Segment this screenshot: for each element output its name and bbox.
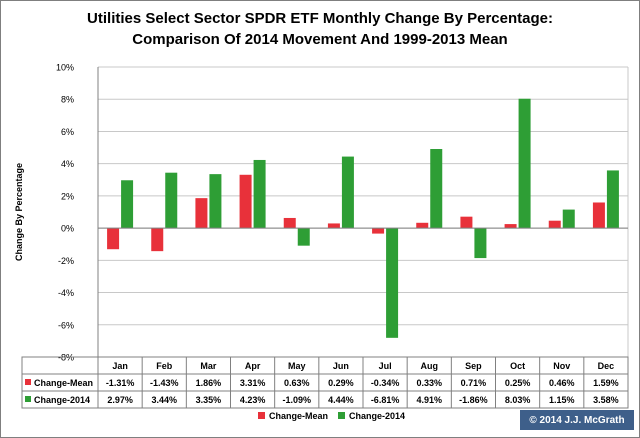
bar-change-2014 — [341, 156, 354, 229]
data-label: 0.25% — [505, 378, 531, 388]
bar-change-2014 — [386, 228, 399, 338]
bar-change-2014 — [121, 180, 134, 229]
data-label: -1.86% — [459, 395, 488, 405]
chart-title-line-1: Utilities Select Sector SPDR ETF Monthly… — [87, 10, 553, 27]
bar-change-mean — [327, 223, 340, 229]
y-tick-label: 2% — [61, 191, 74, 201]
bar-change-2014 — [518, 98, 531, 229]
x-tick-label: Apr — [245, 361, 261, 371]
data-label: 8.03% — [505, 395, 531, 405]
data-label: 4.23% — [240, 395, 266, 405]
y-tick-label: 6% — [61, 127, 74, 137]
axes: -8%-6%-4%-2%0%2%4%6%8%10%Change By Perce… — [14, 63, 629, 363]
data-label: 1.59% — [593, 378, 619, 388]
bar-change-2014 — [430, 149, 443, 229]
chart-title: Utilities Select Sector SPDR ETF Monthly… — [0, 8, 640, 50]
y-axis-label: Change By Percentage — [14, 163, 24, 261]
bar-change-2014 — [209, 174, 222, 229]
bar-change-2014 — [297, 228, 310, 246]
gridlines — [98, 66, 628, 358]
data-label: 1.86% — [196, 378, 222, 388]
data-label: 4.44% — [328, 395, 354, 405]
data-label: 0.63% — [284, 378, 310, 388]
bar-change-mean — [283, 217, 296, 229]
x-tick-label: Oct — [510, 361, 525, 371]
copyright-badge: © 2014 J.J. McGrath — [520, 410, 634, 430]
data-label: -1.43% — [150, 378, 179, 388]
table-series-name: Change-Mean — [34, 378, 93, 388]
data-label: -0.34% — [371, 378, 400, 388]
data-label: 3.58% — [593, 395, 619, 405]
bar-change-2014 — [474, 228, 487, 259]
bar-change-mean — [416, 222, 429, 229]
data-label: 0.33% — [416, 378, 442, 388]
bar-change-mean — [372, 228, 385, 234]
bar-change-mean — [592, 202, 605, 229]
table-series-name: Change-2014 — [34, 395, 90, 405]
y-tick-label: 0% — [61, 224, 74, 234]
y-tick-label: 10% — [56, 63, 74, 73]
x-tick-label: Sep — [465, 361, 482, 371]
bar-change-2014 — [253, 159, 266, 229]
data-label: -6.81% — [371, 395, 400, 405]
x-tick-label: Feb — [156, 361, 173, 371]
data-label: 3.31% — [240, 378, 266, 388]
legend: Change-Mean Change-2014 — [258, 411, 405, 421]
y-tick-label: -6% — [58, 320, 74, 330]
bar-change-2014 — [606, 170, 619, 229]
x-tick-label: Aug — [421, 361, 439, 371]
data-label: 3.44% — [151, 395, 177, 405]
x-tick-label: Jan — [112, 361, 128, 371]
bar-change-2014 — [562, 209, 575, 229]
data-label: -1.31% — [106, 378, 135, 388]
legend-swatch — [258, 412, 265, 419]
y-tick-label: -4% — [58, 288, 74, 298]
data-label: 2.97% — [107, 395, 133, 405]
data-label: -1.09% — [282, 395, 311, 405]
x-tick-label: Jul — [379, 361, 392, 371]
x-tick-label: May — [288, 361, 306, 371]
y-tick-label: -2% — [58, 256, 74, 266]
legend-swatch — [338, 412, 345, 419]
data-label: 0.71% — [461, 378, 487, 388]
data-label: 4.91% — [416, 395, 442, 405]
data-label: 0.46% — [549, 378, 575, 388]
bar-change-mean — [504, 224, 517, 229]
bar-change-mean — [239, 174, 252, 229]
bar-change-2014 — [165, 172, 178, 229]
legend-label: Change-Mean — [269, 411, 328, 421]
x-tick-label: Nov — [553, 361, 570, 371]
bar-change-mean — [195, 198, 208, 229]
legend-label: Change-2014 — [349, 411, 405, 421]
x-tick-label: Jun — [333, 361, 349, 371]
bar-change-mean — [107, 228, 120, 250]
bar-change-mean — [460, 216, 473, 229]
chart-title-line-2: Comparison Of 2014 Movement And 1999-201… — [132, 31, 508, 48]
data-table: Jan Feb Mar Apr May Jun Jul Aug Sep Oct Nov Dec Chan… — [21, 356, 629, 409]
data-label: 3.35% — [196, 395, 222, 405]
table-legend-swatch — [25, 396, 31, 402]
bars — [107, 98, 619, 338]
y-tick-label: 4% — [61, 159, 74, 169]
data-label: 1.15% — [549, 395, 575, 405]
y-tick-label: 8% — [61, 95, 74, 105]
bar-change-mean — [151, 228, 164, 252]
x-tick-label: Mar — [200, 361, 217, 371]
x-tick-label: Dec — [598, 361, 615, 371]
table-legend-swatch — [25, 379, 31, 385]
data-label: 0.29% — [328, 378, 354, 388]
bar-change-mean — [548, 220, 561, 229]
